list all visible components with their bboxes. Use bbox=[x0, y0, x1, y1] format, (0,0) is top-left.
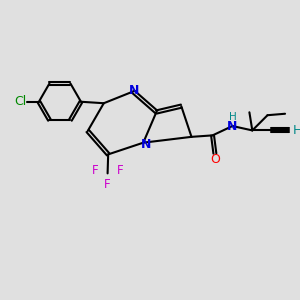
Text: N: N bbox=[128, 84, 139, 97]
Text: Cl: Cl bbox=[15, 95, 27, 108]
Text: F: F bbox=[92, 164, 99, 177]
Text: H: H bbox=[292, 124, 300, 137]
Text: N: N bbox=[227, 119, 238, 133]
Text: F: F bbox=[117, 164, 123, 177]
Text: H: H bbox=[229, 112, 236, 122]
Text: N: N bbox=[141, 138, 152, 151]
Text: O: O bbox=[210, 153, 220, 166]
Text: F: F bbox=[104, 178, 111, 191]
